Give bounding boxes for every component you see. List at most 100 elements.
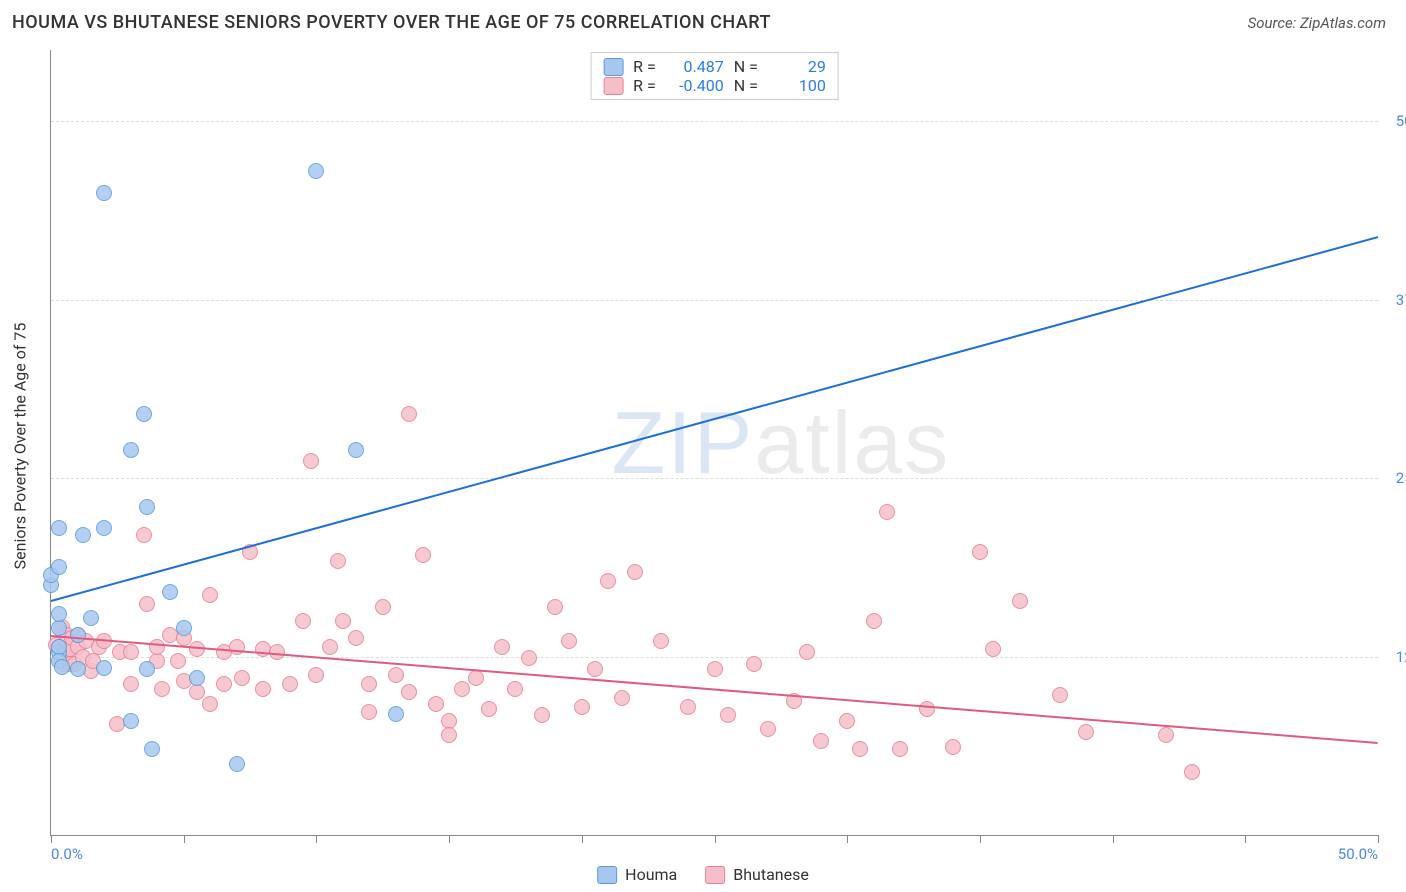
gridline [51, 121, 1378, 122]
x-tick [51, 835, 52, 843]
n-value: 29 [768, 57, 826, 76]
data-point [534, 707, 550, 723]
data-point [1078, 724, 1094, 740]
houma-swatch [603, 58, 623, 76]
trend-line [51, 236, 1379, 602]
legend-label: Houma [625, 865, 677, 884]
data-point [561, 633, 577, 649]
data-point [746, 656, 762, 672]
source-label: Source: ZipAtlas.com [1248, 14, 1386, 32]
gridline [51, 300, 1378, 301]
x-tick [184, 835, 185, 843]
data-point [985, 641, 1001, 657]
data-point [707, 661, 723, 677]
r-value: -0.400 [666, 76, 724, 95]
correlation-legend: R = 0.487 N = 29 R = -0.400 N = 100 [590, 52, 839, 100]
trend-line [51, 635, 1378, 744]
data-point [361, 704, 377, 720]
x-tick [316, 835, 317, 843]
chart-header: HOUMA VS BHUTANESE SENIORS POVERTY OVER … [0, 0, 1406, 37]
r-label: R = [633, 76, 656, 95]
legend-label: Bhutanese [733, 865, 809, 884]
x-tick-label: 50.0% [1338, 845, 1378, 863]
data-point [139, 661, 155, 677]
data-point [388, 706, 404, 722]
data-point [653, 633, 669, 649]
data-point [83, 610, 99, 626]
chart-title: HOUMA VS BHUTANESE SENIORS POVERTY OVER … [12, 12, 771, 33]
data-point [70, 661, 86, 677]
data-point [454, 681, 470, 697]
gridline [51, 657, 1378, 658]
data-point [282, 676, 298, 692]
data-point [144, 741, 160, 757]
bhutanese-swatch [603, 77, 623, 95]
data-point [614, 690, 630, 706]
data-point [401, 684, 417, 700]
x-tick [1113, 835, 1114, 843]
legend-row-houma: R = 0.487 N = 29 [603, 57, 826, 76]
data-point [202, 587, 218, 603]
legend-item-houma: Houma [597, 865, 677, 884]
r-label: R = [633, 57, 656, 76]
x-tick-label: 0.0% [51, 845, 83, 863]
data-point [813, 733, 829, 749]
data-point [760, 721, 776, 737]
data-point [229, 756, 245, 772]
data-point [295, 613, 311, 629]
data-point [176, 620, 192, 636]
data-point [170, 653, 186, 669]
data-point [123, 676, 139, 692]
data-point [136, 527, 152, 543]
data-point [123, 713, 139, 729]
data-point [852, 741, 868, 757]
data-point [234, 670, 250, 686]
data-point [945, 739, 961, 755]
data-point [587, 661, 603, 677]
data-point [720, 707, 736, 723]
data-point [149, 639, 165, 655]
y-axis-title: Seniors Poverty Over the Age of 75 [11, 323, 30, 570]
data-point [481, 701, 497, 717]
x-tick [1378, 835, 1379, 843]
data-point [308, 163, 324, 179]
data-point [54, 659, 70, 675]
data-point [1052, 687, 1068, 703]
data-point [388, 667, 404, 683]
data-point [972, 544, 988, 560]
data-point [255, 681, 271, 697]
bhutanese-swatch [705, 866, 725, 884]
data-point [547, 599, 563, 615]
data-point [75, 527, 91, 543]
data-point [361, 676, 377, 692]
data-point [507, 681, 523, 697]
x-tick [847, 835, 848, 843]
data-point [1184, 764, 1200, 780]
data-point [189, 641, 205, 657]
data-point [330, 553, 346, 569]
data-point [1012, 593, 1028, 609]
data-point [627, 564, 643, 580]
data-point [51, 620, 67, 636]
data-point [123, 442, 139, 458]
x-tick [449, 835, 450, 843]
data-point [428, 696, 444, 712]
data-point [139, 596, 155, 612]
data-point [162, 584, 178, 600]
data-point [348, 442, 364, 458]
data-point [1158, 727, 1174, 743]
data-point [919, 701, 935, 717]
data-point [51, 520, 67, 536]
y-tick-label: 25.0% [1396, 469, 1406, 487]
legend-row-bhutanese: R = -0.400 N = 100 [603, 76, 826, 95]
y-tick-label: 37.5% [1396, 291, 1406, 309]
legend-item-bhutanese: Bhutanese [705, 865, 809, 884]
houma-swatch [597, 866, 617, 884]
data-point [70, 627, 86, 643]
data-point [401, 406, 417, 422]
data-point [189, 670, 205, 686]
data-point [139, 499, 155, 515]
data-point [415, 547, 431, 563]
data-point [322, 639, 338, 655]
series-legend: Houma Bhutanese [597, 865, 809, 884]
